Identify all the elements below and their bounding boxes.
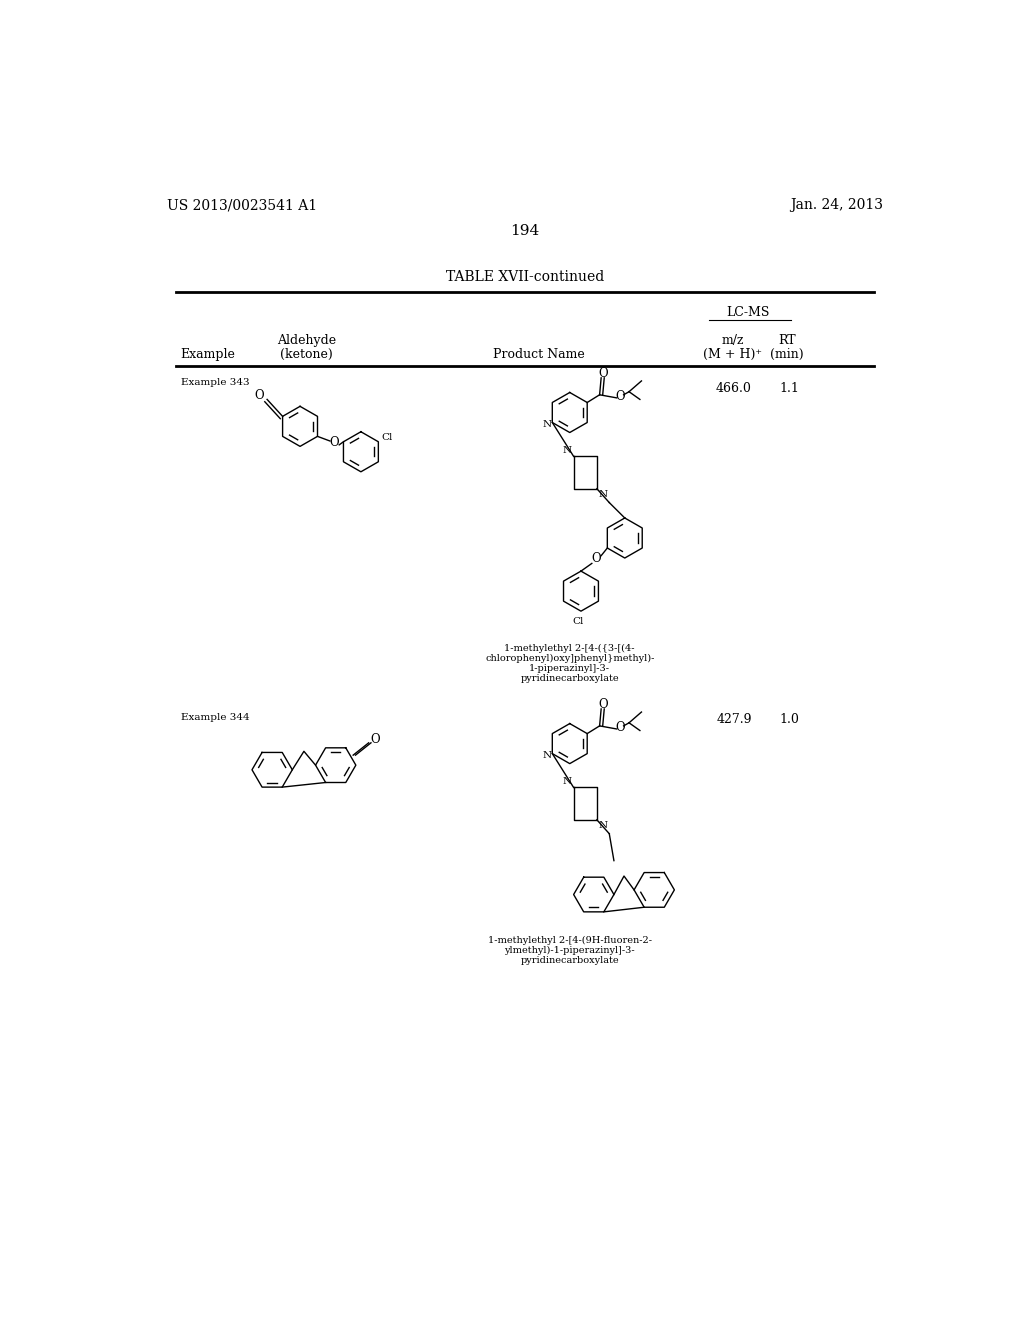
Text: ylmethyl)-1-piperazinyl]-3-: ylmethyl)-1-piperazinyl]-3- bbox=[505, 946, 635, 956]
Text: (min): (min) bbox=[770, 348, 804, 360]
Text: Cl: Cl bbox=[382, 433, 393, 442]
Text: N: N bbox=[562, 446, 571, 455]
Text: N: N bbox=[543, 751, 552, 759]
Text: TABLE XVII-continued: TABLE XVII-continued bbox=[445, 271, 604, 284]
Text: O: O bbox=[370, 733, 380, 746]
Text: LC-MS: LC-MS bbox=[726, 306, 770, 319]
Text: Aldehyde: Aldehyde bbox=[276, 334, 336, 347]
Text: O: O bbox=[330, 436, 339, 449]
Text: N: N bbox=[562, 777, 571, 785]
Text: 1.0: 1.0 bbox=[779, 713, 799, 726]
Text: 1-piperazinyl]-3-: 1-piperazinyl]-3- bbox=[529, 664, 610, 672]
Text: 1-methylethyl 2-[4-(9H-fluoren-2-: 1-methylethyl 2-[4-(9H-fluoren-2- bbox=[487, 936, 651, 945]
Text: chlorophenyl)oxy]phenyl}methyl)-: chlorophenyl)oxy]phenyl}methyl)- bbox=[485, 653, 654, 663]
Text: Example 344: Example 344 bbox=[180, 713, 249, 722]
Text: (M + H)⁺: (M + H)⁺ bbox=[703, 348, 762, 360]
Text: 427.9: 427.9 bbox=[717, 713, 752, 726]
Text: O: O bbox=[592, 552, 601, 565]
Text: N: N bbox=[598, 490, 607, 499]
Text: Jan. 24, 2013: Jan. 24, 2013 bbox=[790, 198, 883, 213]
Text: O: O bbox=[599, 367, 608, 380]
Text: Product Name: Product Name bbox=[493, 348, 585, 360]
Text: N: N bbox=[598, 821, 607, 830]
Text: Example: Example bbox=[180, 348, 236, 360]
Text: 194: 194 bbox=[510, 224, 540, 238]
Text: (ketone): (ketone) bbox=[280, 348, 333, 360]
Text: O: O bbox=[615, 389, 625, 403]
Text: pyridinecarboxylate: pyridinecarboxylate bbox=[520, 956, 620, 965]
Text: pyridinecarboxylate: pyridinecarboxylate bbox=[520, 673, 620, 682]
Text: O: O bbox=[599, 698, 608, 711]
Text: O: O bbox=[255, 389, 264, 403]
Text: 466.0: 466.0 bbox=[716, 381, 752, 395]
Text: RT: RT bbox=[778, 334, 796, 347]
Text: Cl: Cl bbox=[572, 618, 584, 626]
Text: m/z: m/z bbox=[721, 334, 743, 347]
Text: N: N bbox=[543, 420, 552, 429]
Text: 1.1: 1.1 bbox=[779, 381, 799, 395]
Text: Example 343: Example 343 bbox=[180, 378, 249, 387]
Text: US 2013/0023541 A1: US 2013/0023541 A1 bbox=[167, 198, 316, 213]
Text: 1-methylethyl 2-[4-({3-[(4-: 1-methylethyl 2-[4-({3-[(4- bbox=[505, 644, 635, 652]
Text: O: O bbox=[615, 721, 625, 734]
